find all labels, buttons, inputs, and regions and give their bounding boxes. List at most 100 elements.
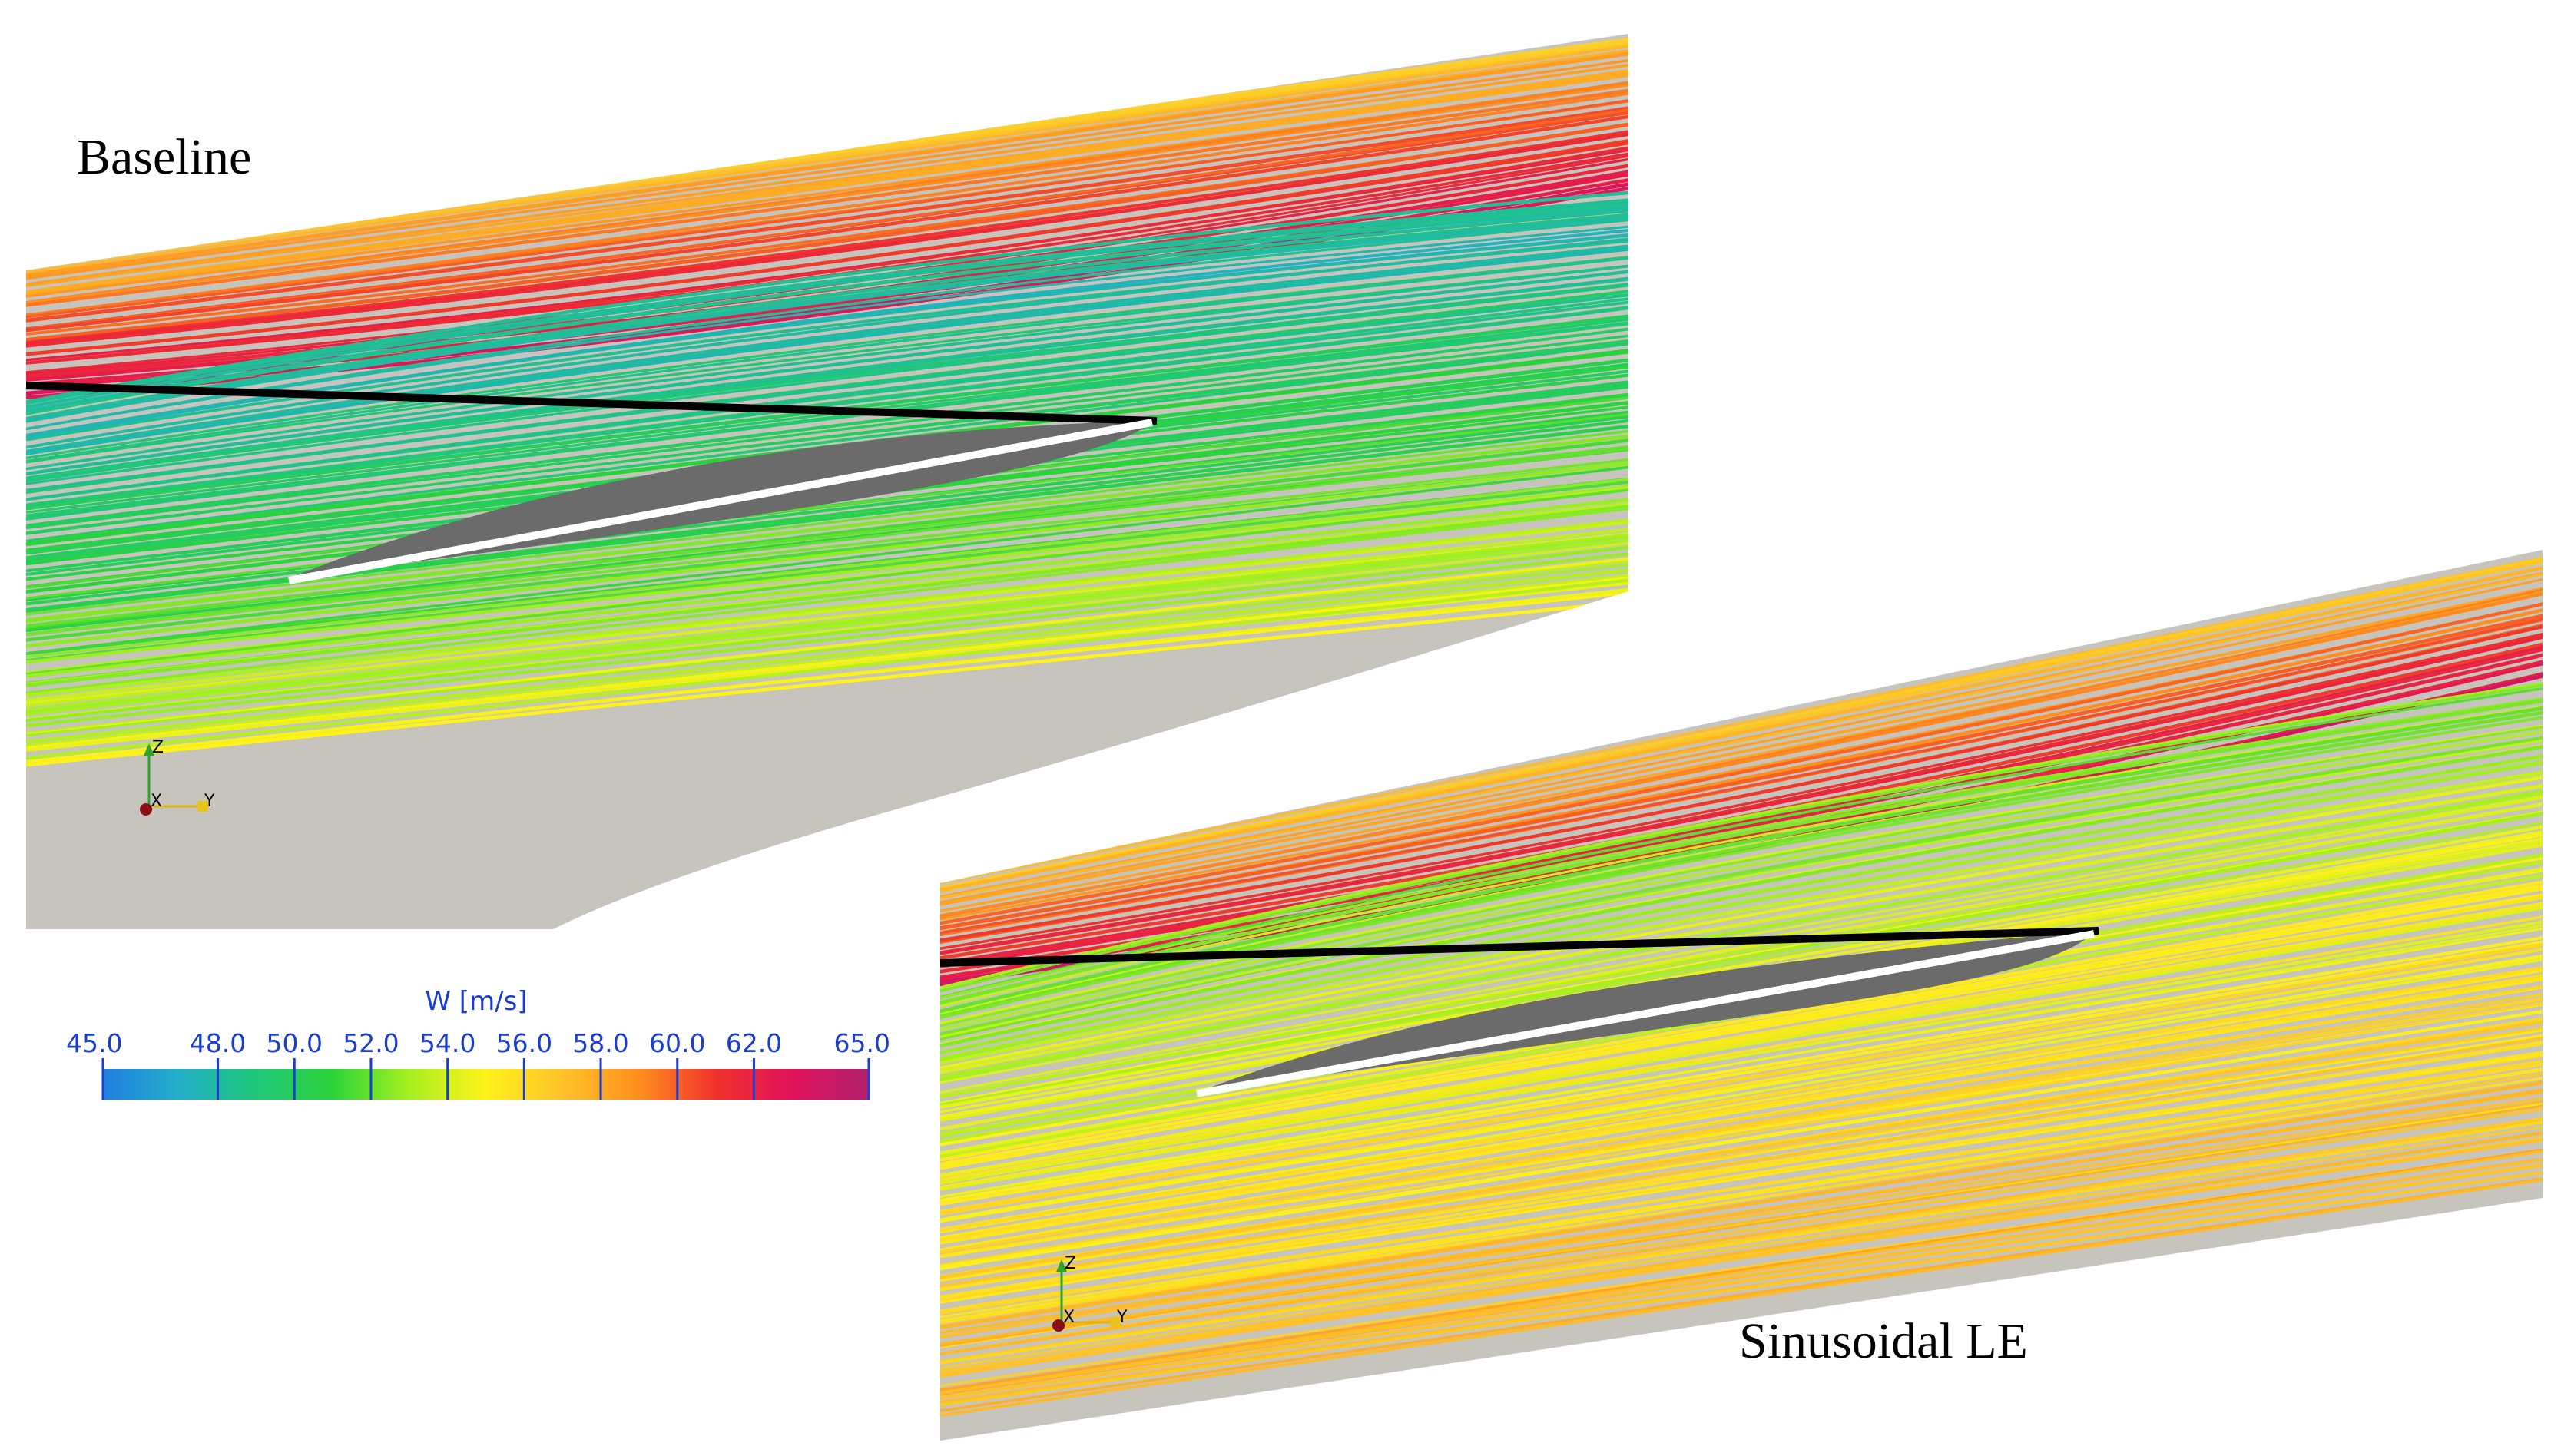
streamline [26, 342, 1628, 543]
sinusoidal-x-label: X [1063, 1308, 1075, 1327]
streamline [26, 122, 1628, 342]
panel-sinusoidal-le: Sinusoidal LE Z X Y [939, 550, 2543, 1441]
streamline [940, 822, 2543, 1106]
streamline [26, 600, 1628, 767]
streamline [940, 745, 2543, 1048]
streamline [940, 1126, 2543, 1369]
colorbar-tick-label: 58.0 [572, 1028, 628, 1058]
baseline-suction-side-line [288, 419, 1153, 584]
streamline [940, 566, 2543, 892]
streamline [940, 602, 2543, 925]
streamline [940, 1170, 2543, 1407]
streamline [26, 297, 1628, 501]
baseline-title: Baseline [77, 129, 251, 185]
streamline [26, 538, 1628, 716]
streamline [940, 943, 2543, 1216]
streamline [940, 893, 2543, 1169]
sinusoidal-y-label: Y [1116, 1308, 1128, 1327]
streamline [26, 419, 1628, 612]
streamline [26, 209, 1628, 421]
streamline [26, 264, 1628, 464]
sinusoidal-title: Sinusoidal LE [1739, 1313, 2028, 1369]
streamline [940, 1090, 2543, 1335]
streamline [940, 739, 2543, 1038]
streamline [26, 45, 1628, 274]
streamline [940, 645, 2543, 965]
streamline [940, 624, 2543, 942]
streamline [940, 1029, 2543, 1282]
streamline [940, 660, 2543, 978]
streamline [940, 636, 2543, 955]
streamline [940, 920, 2543, 1191]
streamline [26, 200, 1628, 409]
streamline [26, 203, 1628, 415]
streamline [940, 587, 2543, 906]
streamline [26, 306, 1628, 508]
streamline [26, 130, 1628, 344]
streamline [26, 64, 1628, 286]
streamline [26, 415, 1628, 606]
streamline [940, 725, 2543, 1027]
streamline [940, 1177, 2543, 1413]
sinusoidal-pressure-side-line [939, 927, 2099, 967]
sinusoidal-axes-triad: Z X Y [1052, 1254, 1128, 1332]
streamline [940, 903, 2543, 1181]
streamline [940, 784, 2543, 1074]
streamline [26, 498, 1628, 678]
streamline [940, 1036, 2543, 1288]
streamline [26, 533, 1628, 712]
colorbar-tick-label: 62.0 [726, 1028, 782, 1058]
streamline [940, 1107, 2543, 1355]
streamline [26, 445, 1628, 628]
streamline [940, 884, 2543, 1166]
sinusoidal-y-arrow-icon [1110, 1317, 1121, 1328]
streamline [940, 984, 2543, 1254]
sinusoidal-x-axis-icon [1052, 1319, 1065, 1332]
streamline [940, 754, 2543, 1054]
streamline [26, 284, 1628, 485]
streamline [940, 776, 2543, 1069]
streamline [940, 653, 2543, 968]
streamline [940, 697, 2543, 1000]
baseline-axes-triad: Z X Y [140, 738, 215, 816]
streamline [940, 716, 2543, 1020]
streamline [26, 73, 1628, 296]
streamline [26, 321, 1628, 518]
sinusoidal-z-label: Z [1065, 1254, 1076, 1273]
streamline [26, 146, 1628, 365]
streamline [26, 245, 1628, 453]
colorbar-tick-label: 54.0 [419, 1028, 475, 1058]
streamline [940, 902, 2543, 1178]
streamline [26, 106, 1628, 323]
streamline [26, 218, 1628, 431]
streamline [940, 683, 2543, 993]
streamline [940, 617, 2543, 935]
streamline [940, 958, 2543, 1231]
streamline [26, 412, 1628, 600]
streamline [940, 1051, 2543, 1300]
streamline [940, 927, 2543, 1199]
streamline [26, 576, 1628, 750]
streamline [26, 306, 1628, 507]
streamline [26, 51, 1628, 278]
streamline [26, 486, 1628, 675]
colorbar-tick-label: 56.0 [496, 1028, 552, 1058]
streamline [26, 429, 1628, 616]
streamline [26, 84, 1628, 304]
streamline [940, 905, 2543, 1185]
baseline-z-label: Z [152, 738, 164, 757]
streamline [26, 557, 1628, 737]
streamline [940, 770, 2543, 1065]
colorbar-tick-label: 50.0 [267, 1028, 323, 1058]
colorbar-tick-label: 48.0 [190, 1028, 246, 1058]
streamline [940, 968, 2543, 1239]
streamline [26, 435, 1628, 622]
streamline [26, 139, 1628, 356]
baseline-y-arrow-icon [197, 801, 208, 812]
streamline [940, 614, 2543, 930]
streamline [26, 591, 1628, 763]
colorbar-tick-label: 65.0 [834, 1028, 890, 1058]
panel-baseline: Baseline Z X Y [25, 34, 1628, 929]
colorbar-tick-label: 45.0 [66, 1028, 122, 1058]
streamline [940, 699, 2543, 1005]
